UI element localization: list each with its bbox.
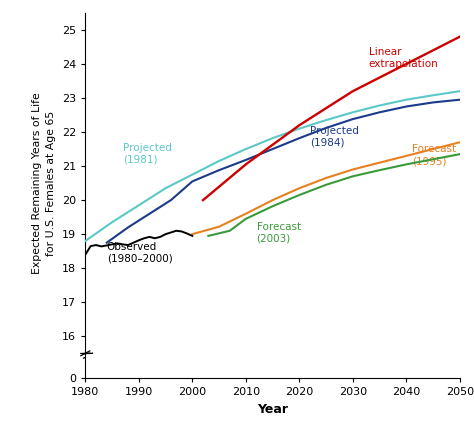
X-axis label: Year: Year — [257, 403, 288, 416]
Y-axis label: Expected Remaining Years of Life
for U.S. Females at Age 65: Expected Remaining Years of Life for U.S… — [33, 92, 56, 274]
Text: Observed
(1980–2000): Observed (1980–2000) — [107, 242, 173, 263]
Text: Linear
extrapolation: Linear extrapolation — [369, 47, 438, 69]
Text: Projected
(1984): Projected (1984) — [310, 126, 359, 147]
Text: Forecast
(1995): Forecast (1995) — [411, 144, 456, 166]
Text: Forecast
(2003): Forecast (2003) — [256, 222, 301, 244]
Text: Projected
(1981): Projected (1981) — [123, 143, 172, 164]
